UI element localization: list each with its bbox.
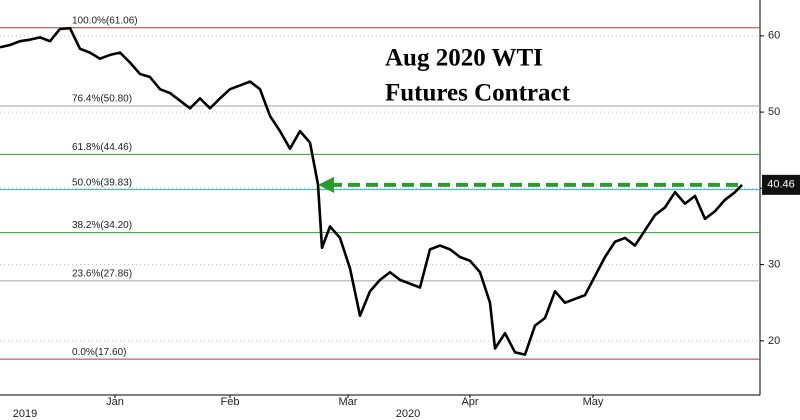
last-value-label: 40.46	[767, 179, 795, 191]
annotation-line: Futures Contract	[385, 80, 571, 107]
level-label: 100.0%(61.06)	[72, 15, 138, 26]
level-label: 38.2%(34.20)	[72, 220, 132, 231]
y-tick-label: 20	[768, 335, 780, 347]
level-label: 50.0%(39.83)	[72, 177, 132, 188]
level-label: 23.6%(27.86)	[72, 269, 132, 280]
x-tick-label: Mar	[339, 396, 358, 408]
x-tick-label: Feb	[221, 396, 240, 408]
annotation-line: Aug 2020 WTI	[385, 45, 543, 72]
y-tick-label: 30	[768, 259, 780, 271]
level-label: 61.8%(44.46)	[72, 142, 132, 153]
x-tick-label: Apr	[461, 396, 478, 408]
level-label: 76.4%(50.80)	[72, 94, 132, 105]
arrow-head	[318, 176, 334, 193]
year-label: 2019	[13, 408, 37, 420]
level-label: 0.0%(17.60)	[72, 347, 126, 358]
year-label: 2020	[396, 408, 420, 420]
y-tick-label: 60	[768, 30, 780, 42]
last-value-box	[762, 174, 800, 195]
x-tick-label: May	[583, 396, 604, 408]
y-tick-label: 50	[768, 106, 780, 118]
x-tick-label: Jan	[106, 396, 124, 408]
price-line	[0, 26, 743, 356]
